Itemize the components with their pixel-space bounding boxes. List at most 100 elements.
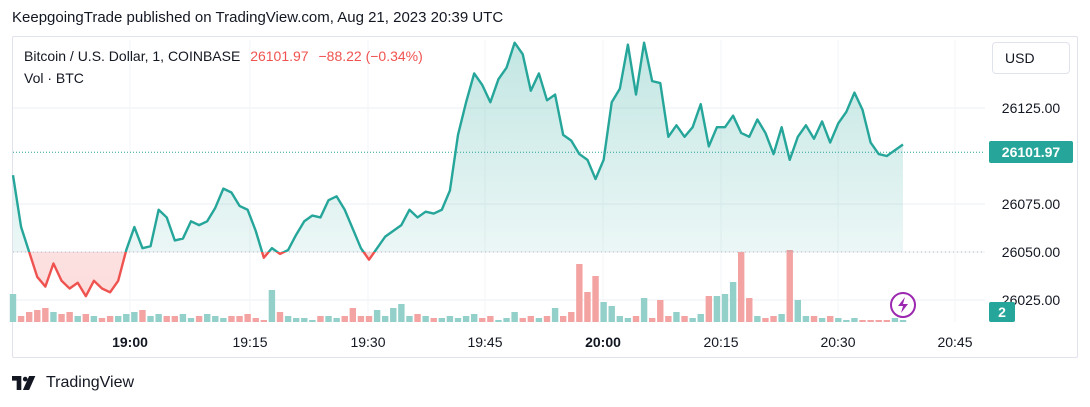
volume-bar <box>212 316 219 322</box>
volume-bar <box>131 312 138 322</box>
volume-bar <box>98 318 106 322</box>
volume-bar <box>106 316 114 322</box>
volume-bar <box>754 316 761 322</box>
legend-price: 26101.97 <box>250 48 309 64</box>
volume-bar <box>260 320 268 322</box>
volume-bar <box>325 316 332 322</box>
volume-bar <box>859 320 866 322</box>
last-price-label: 26101.97 <box>989 141 1073 163</box>
volume-bar <box>155 314 162 322</box>
volume-bar <box>414 314 421 322</box>
volume-bar <box>349 308 357 322</box>
volume-bar <box>503 318 510 322</box>
volume-bar <box>697 314 704 322</box>
volume-bar <box>58 314 65 322</box>
volume-bar <box>9 294 17 322</box>
volume-bar <box>875 320 882 322</box>
chart-frame <box>12 36 1078 358</box>
volume-bar <box>883 320 891 322</box>
volume-bar <box>462 316 470 322</box>
symbol-name[interactable]: Bitcoin / U.S. Dollar, 1, COINBASE <box>24 48 241 64</box>
volume-bar <box>851 318 858 322</box>
time-tick-label: 19:45 <box>467 334 502 350</box>
volume-bar <box>365 316 373 322</box>
tradingview-brand: TradingView <box>46 374 135 391</box>
volume-bar <box>600 302 607 322</box>
volume-bar <box>333 318 340 322</box>
volume-bar <box>228 316 235 322</box>
volume-bar <box>373 310 381 322</box>
volume-bar <box>624 318 632 322</box>
volume-bar <box>123 314 130 322</box>
volume-bar <box>826 316 834 322</box>
volume-bar <box>737 252 745 322</box>
volume-bar <box>406 316 413 322</box>
area-fill-below <box>13 252 903 297</box>
volume-bar <box>309 320 316 322</box>
volume-bar <box>746 298 753 322</box>
volume-bar <box>268 290 276 322</box>
volume-bar <box>495 320 502 322</box>
volume-bar <box>673 312 680 322</box>
volume-bar <box>519 318 526 322</box>
volume-bar <box>543 316 551 322</box>
price-tick-label: 26025.00 <box>1002 292 1061 308</box>
tradingview-logo-icon <box>12 376 36 390</box>
volume-bar <box>689 318 696 322</box>
volume-bar <box>616 316 624 322</box>
volume-bar <box>195 316 203 322</box>
last-volume-label: 2 <box>989 302 1015 322</box>
volume-bar <box>592 276 599 322</box>
symbol-legend: Bitcoin / U.S. Dollar, 1, COINBASE 26101… <box>24 48 423 64</box>
volume-bar <box>284 316 292 322</box>
volume-bar <box>632 316 640 322</box>
volume-bar <box>276 312 284 322</box>
volume-bar <box>802 316 810 322</box>
tradingview-logo[interactable]: TradingView <box>12 374 134 392</box>
volume-bar <box>568 312 575 322</box>
volume-bar <box>487 316 494 322</box>
currency-button[interactable]: USD <box>992 42 1070 74</box>
time-tick-label: 19:30 <box>350 334 385 350</box>
area-fill-above <box>13 42 903 252</box>
time-tick-label: 19:00 <box>112 334 148 350</box>
volume-bar <box>778 314 785 322</box>
volume-bar <box>584 292 591 322</box>
time-tick-label: 19:15 <box>232 334 267 350</box>
volume-bar <box>794 300 802 322</box>
volume-bar <box>114 316 122 322</box>
volume-bar <box>341 316 348 322</box>
volume-bar <box>640 298 648 322</box>
volume-bar <box>891 318 899 322</box>
volume-bar <box>899 320 907 322</box>
bolt-icon-glyph <box>898 297 908 313</box>
volume-bar <box>665 316 672 322</box>
volume-bar <box>203 314 211 322</box>
volume-bar <box>721 294 729 322</box>
volume-bar <box>82 314 90 322</box>
volume-bar <box>25 312 33 322</box>
volume-bar <box>74 316 81 322</box>
volume-bar <box>398 304 405 322</box>
volume-bar <box>657 300 664 322</box>
time-tick-label: 20:45 <box>937 334 972 350</box>
volume-bar <box>147 316 154 322</box>
volume-bar <box>381 316 389 322</box>
volume-bar <box>66 312 73 322</box>
publisher-attribution: KeepgoingTrade published on TradingView.… <box>12 9 504 26</box>
volume-legend[interactable]: Vol · BTC <box>24 70 84 86</box>
volume-bar <box>163 316 170 322</box>
volume-bar <box>317 316 324 322</box>
volume-bar <box>244 314 251 322</box>
time-tick-label: 20:30 <box>820 334 855 350</box>
volume-bar <box>90 316 98 322</box>
volume-bar <box>527 316 535 322</box>
time-tick-label: 20:00 <box>585 334 621 350</box>
price-tick-label: 26075.00 <box>1002 196 1061 212</box>
volume-bar <box>252 318 259 322</box>
volume-bar <box>187 318 195 322</box>
price-tick-label: 26050.00 <box>1002 244 1061 260</box>
volume-bar <box>511 312 518 322</box>
volume-bar <box>843 320 850 322</box>
